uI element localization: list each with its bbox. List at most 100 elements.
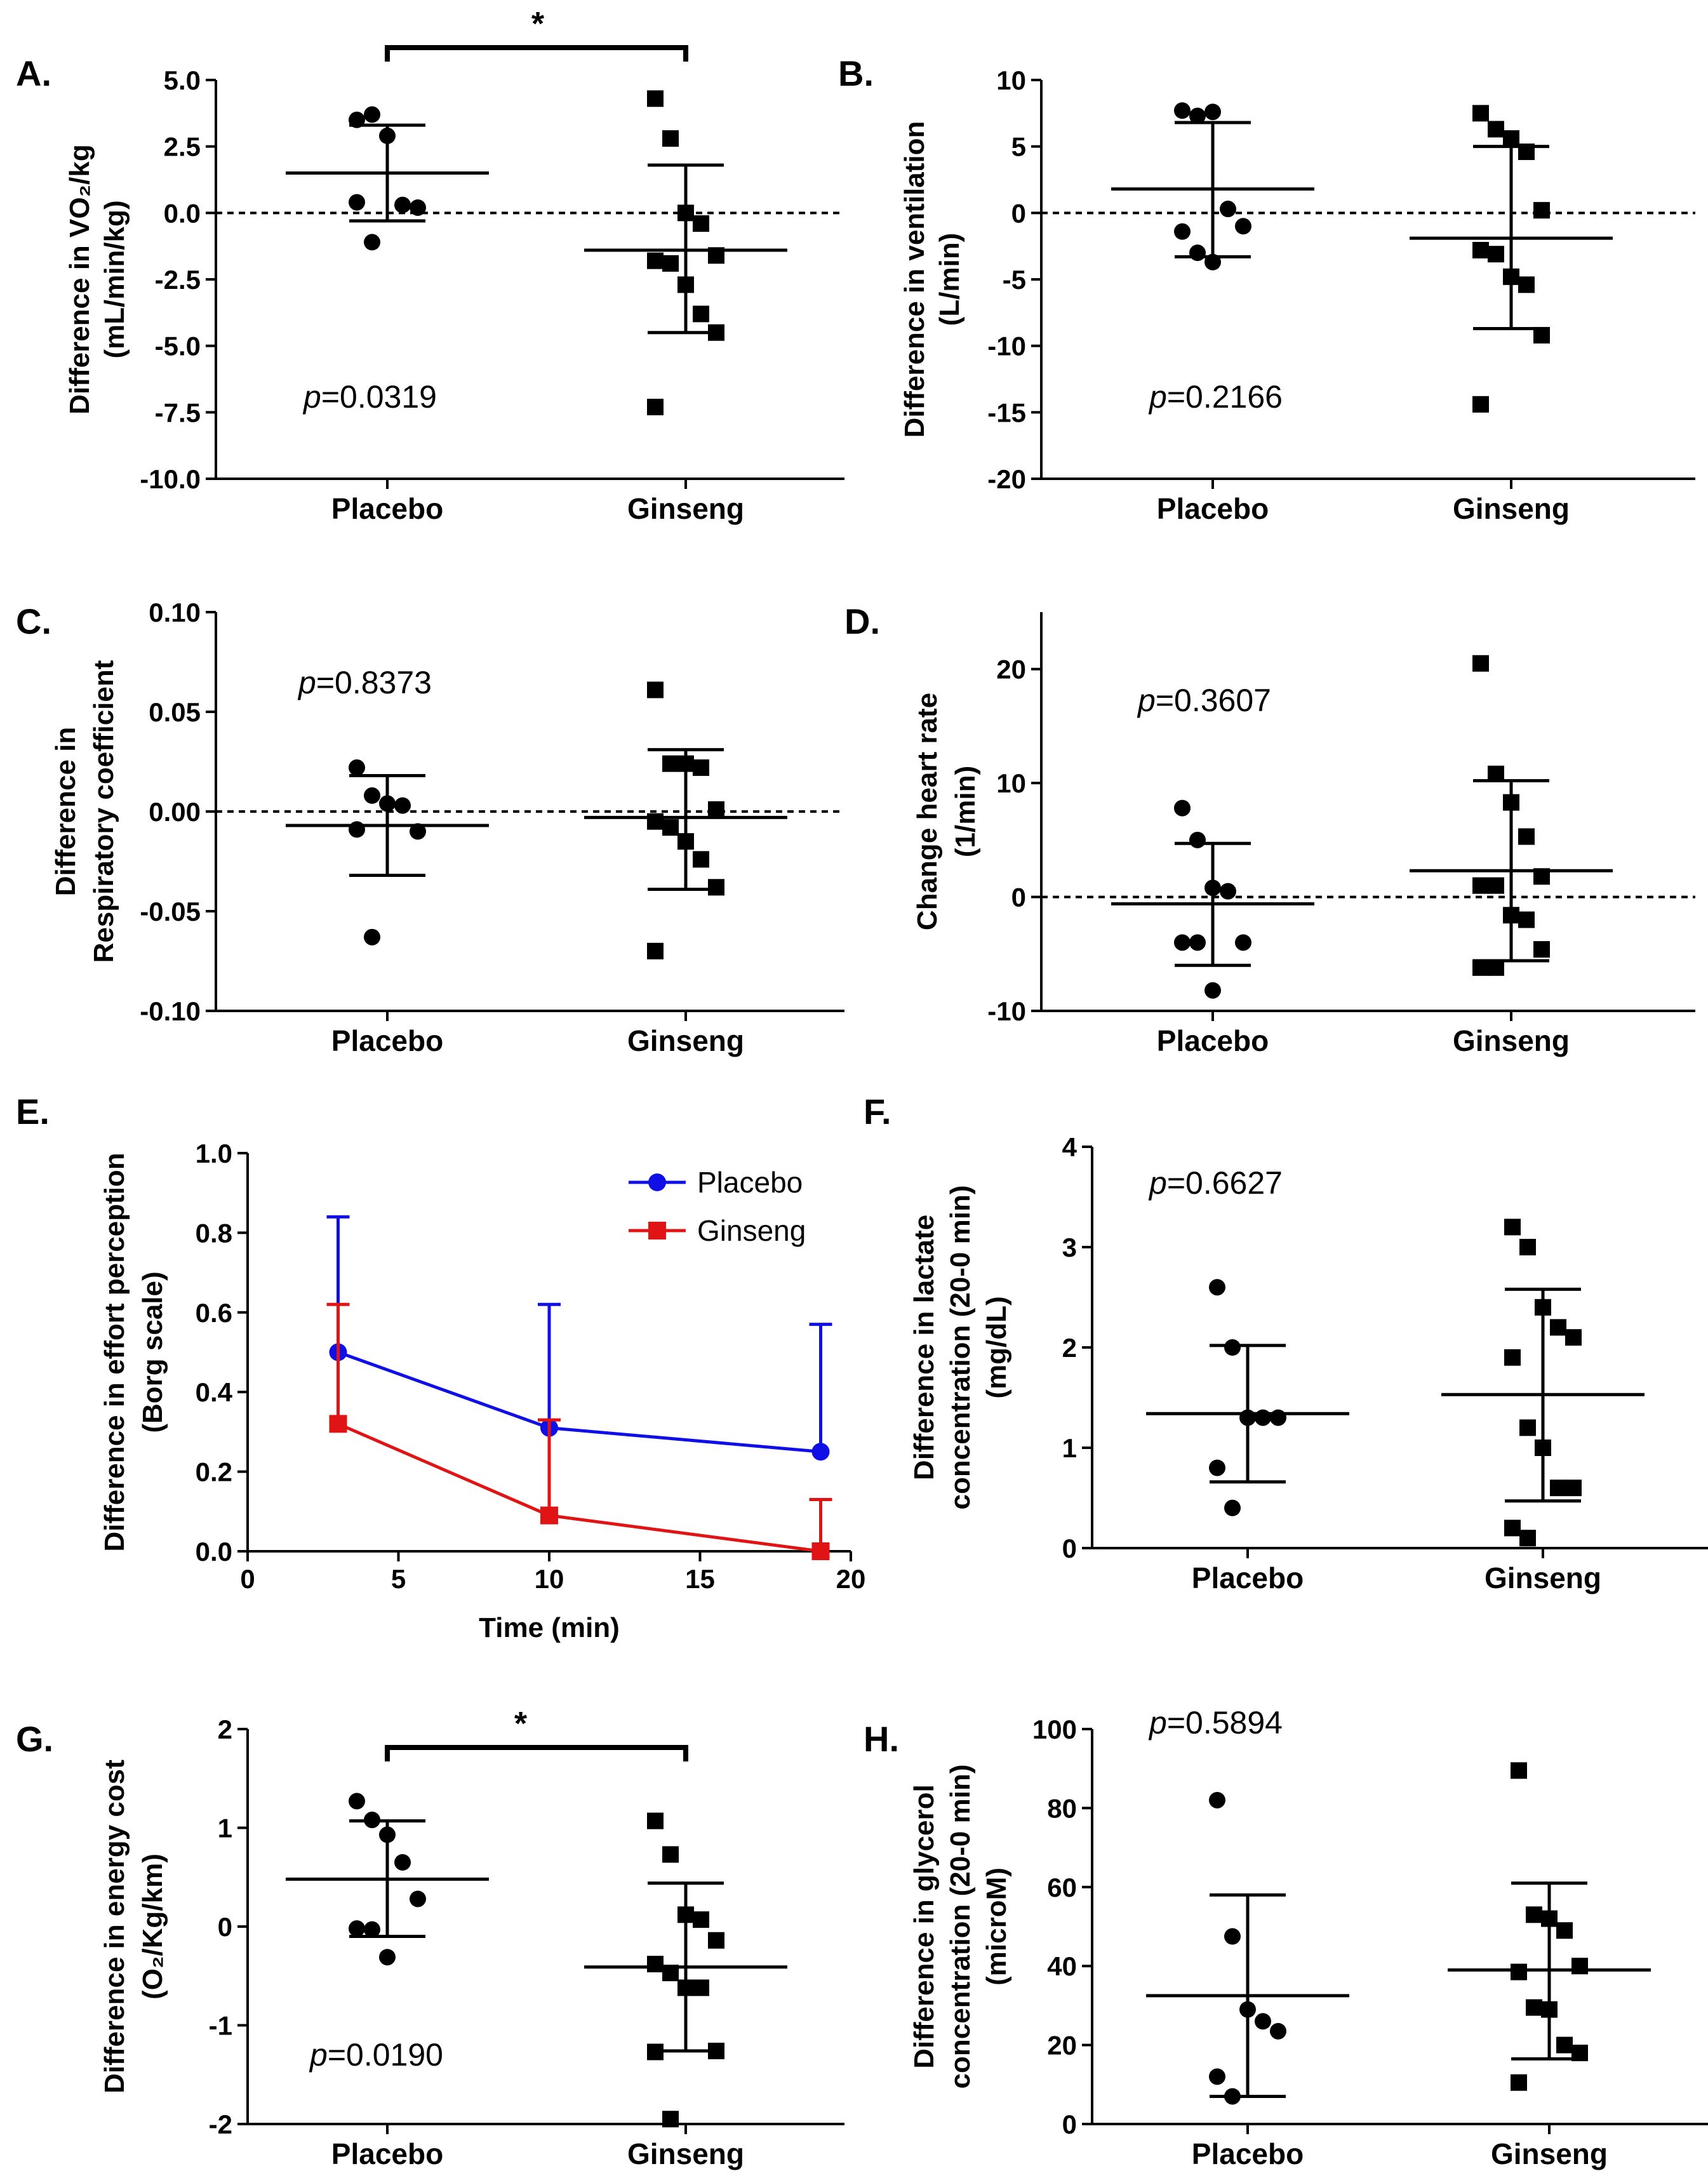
data-point-ginseng: [662, 2111, 679, 2128]
panel-label-F: F.: [864, 1092, 891, 1132]
data-point-placebo: [1255, 2013, 1271, 2030]
p-symbol: p: [309, 2037, 328, 2073]
data-point-placebo: [1189, 831, 1206, 848]
data-point-ginseng: [1504, 1520, 1521, 1537]
y-tick-label-B: -10: [987, 331, 1026, 361]
series-line-placebo: [337, 1351, 821, 1453]
y-axis-label-D: (1/min): [950, 766, 981, 857]
y-axis-label-E: Difference in effort perception: [99, 1152, 130, 1551]
data-point-ginseng: [662, 819, 679, 836]
y-tick-label-H: 0: [1062, 2109, 1077, 2139]
data-point-ginseng: [708, 801, 724, 818]
data-point-ginseng: [662, 255, 679, 272]
legend-marker-ginseng: [648, 1222, 666, 1239]
data-point-ginseng: [708, 2042, 724, 2059]
y-axis-label-E: (Borg scale): [137, 1271, 168, 1433]
y-tick-label-C: 0.05: [149, 697, 201, 727]
data-point-placebo: [1204, 104, 1221, 121]
data-point-placebo: [1204, 982, 1221, 999]
p-value-F: p=0.6627: [1148, 1165, 1283, 1201]
y-axis-label-G: Difference in energy cost: [99, 1760, 130, 2094]
y-tick-label-D: -10: [987, 996, 1026, 1026]
y-axis-label-A: (mL/min/kg): [99, 200, 130, 358]
data-point-ginseng: [1472, 396, 1489, 413]
data-point-ginseng: [647, 1812, 664, 1829]
data-point-placebo: [1174, 799, 1191, 817]
y-axis-label-G: (O₂/Kg/km): [137, 1854, 168, 2000]
y-tick-label-A: -5.0: [155, 331, 201, 361]
data-point-placebo: [349, 1920, 365, 1937]
y-tick-label-A: 2.5: [164, 132, 201, 162]
y-tick-label-F: 4: [1062, 1132, 1078, 1162]
data-point-ginseng: [1535, 1440, 1551, 1456]
data-point-ginseng: [708, 1932, 724, 1949]
y-tick-label-A: -2.5: [155, 265, 201, 295]
data-point-placebo: [1224, 2088, 1241, 2105]
data-point-placebo: [1270, 2022, 1286, 2040]
y-tick-label-D: 20: [996, 655, 1026, 685]
y-tick-label-H: 100: [1032, 1714, 1077, 1744]
y-tick-label-A: -7.5: [155, 398, 201, 427]
y-axis-label-B: Difference in ventilation: [899, 121, 930, 438]
data-point-ginseng: [1518, 911, 1535, 928]
data-point-ginseng: [1526, 1999, 1542, 2016]
y-tick-label-C: 0.10: [149, 598, 201, 627]
category-label-H: Ginseng: [1491, 2137, 1608, 2170]
y-tick-label-F: 1: [1062, 1433, 1077, 1463]
y-tick-label-G: 2: [218, 1714, 232, 1744]
data-point-placebo: [1235, 218, 1251, 235]
data-point-placebo: [1204, 253, 1221, 271]
data-point-ginseng: [647, 90, 664, 107]
y-tick-label-H: 80: [1047, 1793, 1077, 1823]
x-tick-label-E: 0: [240, 1564, 255, 1594]
data-point-placebo: [1224, 1339, 1241, 1356]
data-point-ginseng: [677, 755, 694, 772]
data-point-placebo: [1174, 102, 1191, 119]
panel-label-G: G.: [16, 1719, 53, 1759]
x-tick-label-E: 5: [391, 1564, 406, 1594]
data-point-ginseng: [677, 1906, 694, 1923]
data-point-ginseng: [662, 1965, 679, 1982]
y-tick-label-G: 1: [218, 1814, 232, 1843]
data-point-ginseng: [662, 755, 679, 772]
significance-star-A: *: [531, 6, 545, 43]
data-point-placebo: [364, 1921, 380, 1938]
y-axis-label-F: concentration (20-0 min): [945, 1186, 976, 1510]
data-point-placebo: [349, 194, 365, 211]
p-value-number: =0.0319: [321, 379, 437, 415]
legend-marker-placebo: [648, 1173, 666, 1191]
data-point-ginseng: [693, 1979, 709, 1996]
data-point-placebo: [1220, 201, 1236, 218]
data-point-placebo: [1239, 1409, 1256, 1426]
data-point-ginseng: [677, 1979, 694, 1996]
data-point-placebo: [364, 928, 380, 945]
legend-label-placebo: Placebo: [697, 1166, 803, 1199]
p-value-A: p=0.0319: [302, 379, 437, 415]
y-axis-label-B: (L/min): [934, 233, 965, 326]
data-point-placebo: [349, 759, 365, 776]
data-point-ginseng: [1565, 1329, 1582, 1346]
significance-bracket-A: [385, 45, 688, 62]
data-point-placebo: [394, 797, 411, 814]
data-point-placebo: [410, 199, 426, 216]
data-point-ginseng: [1504, 1349, 1521, 1366]
data-point-placebo: [1209, 1791, 1225, 1808]
data-point-placebo: [1235, 934, 1251, 951]
data-point-ginseng: [1556, 2036, 1573, 2054]
y-tick-label-G: -2: [209, 2109, 232, 2139]
panel-label-C: C.: [16, 601, 51, 641]
data-point-placebo: [349, 1793, 365, 1810]
data-point-ginseng: [647, 2043, 664, 2061]
data-point-placebo: [1224, 1928, 1241, 1945]
y-axis-label-A: Difference in VO₂/kg: [64, 144, 95, 414]
data-point-ginseng: [1472, 105, 1489, 122]
data-point-ginseng: [1488, 877, 1504, 894]
data-point-placebo: [1174, 223, 1191, 240]
y-axis-label-C: Respiratory coefficient: [88, 660, 119, 963]
y-tick-label-H: 60: [1047, 1873, 1077, 1902]
y-tick-label-B: 0: [1011, 198, 1026, 228]
data-point-ginseng: [1503, 268, 1519, 285]
legend-label-ginseng: Ginseng: [697, 1214, 806, 1247]
panel-label-B: B.: [838, 53, 874, 93]
